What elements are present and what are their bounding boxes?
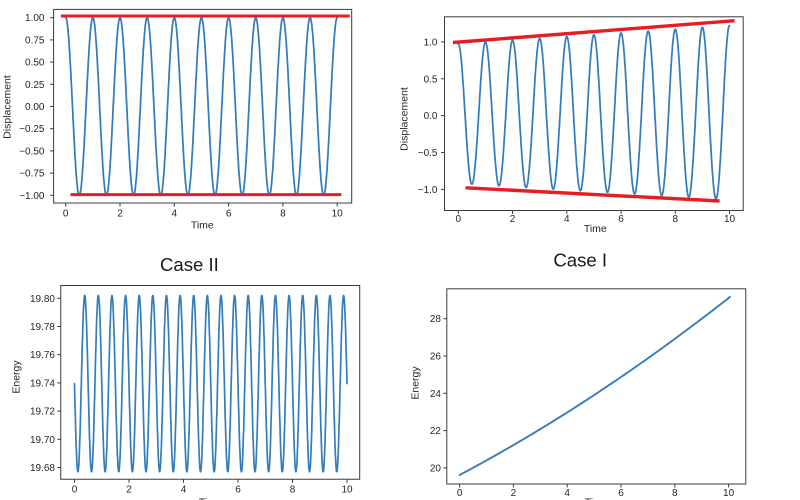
svg-text:0.00: 0.00 [25,102,45,113]
svg-text:0: 0 [63,209,69,220]
svg-text:4: 4 [564,214,570,225]
svg-text:2: 2 [126,485,132,496]
svg-text:10: 10 [723,488,735,499]
svg-text:−1.0: −1.0 [418,185,438,196]
svg-text:8: 8 [280,209,286,220]
svg-text:0: 0 [72,485,78,496]
svg-text:Energy: Energy [410,366,422,400]
svg-text:10: 10 [341,485,353,496]
svg-text:10: 10 [332,209,344,220]
svg-text:19.70: 19.70 [30,435,55,446]
svg-text:1.00: 1.00 [25,13,45,24]
svg-text:0.0: 0.0 [424,111,438,122]
svg-text:8: 8 [290,485,296,496]
svg-text:24: 24 [430,389,442,400]
svg-text:8: 8 [672,214,678,225]
svg-text:19.72: 19.72 [30,407,55,418]
svg-text:0.25: 0.25 [25,80,45,91]
svg-text:Case I: Case I [553,250,607,271]
svg-text:2: 2 [511,488,517,499]
svg-text:2: 2 [117,209,123,220]
svg-text:6: 6 [618,214,624,225]
svg-text:8: 8 [672,488,678,499]
svg-text:Displacement: Displacement [399,87,411,151]
svg-text:Time: Time [199,497,222,500]
svg-text:−0.5: −0.5 [418,148,438,159]
svg-text:−1.00: −1.00 [19,191,45,202]
svg-text:6: 6 [226,209,232,220]
svg-text:20: 20 [430,463,442,474]
svg-text:10: 10 [724,214,736,225]
svg-text:26: 26 [430,352,442,363]
svg-text:4: 4 [181,485,187,496]
svg-text:28: 28 [430,314,442,325]
svg-text:0.75: 0.75 [25,35,45,46]
svg-text:−0.50: −0.50 [19,146,45,157]
svg-text:19.78: 19.78 [30,322,55,333]
svg-text:6: 6 [235,485,241,496]
svg-text:2: 2 [510,214,516,225]
svg-text:Energy: Energy [10,360,22,394]
svg-text:−0.25: −0.25 [19,124,45,135]
svg-text:22: 22 [430,426,442,437]
svg-text:19.68: 19.68 [30,463,55,474]
svg-text:1.0: 1.0 [424,37,438,48]
svg-text:Time: Time [584,223,607,235]
svg-text:Time: Time [585,497,608,500]
svg-text:−0.75: −0.75 [19,169,45,180]
svg-text:0.50: 0.50 [25,58,45,69]
svg-text:6: 6 [618,488,624,499]
svg-text:Displacement: Displacement [2,75,14,139]
svg-text:19.74: 19.74 [30,378,55,389]
svg-text:0: 0 [456,214,462,225]
svg-text:0.5: 0.5 [424,74,438,85]
svg-text:19.80: 19.80 [30,294,55,305]
svg-text:Case II: Case II [160,254,219,275]
svg-text:4: 4 [564,488,570,499]
svg-text:4: 4 [172,209,178,220]
svg-text:19.76: 19.76 [30,350,55,361]
svg-text:0: 0 [457,488,463,499]
svg-text:Time: Time [191,219,214,231]
